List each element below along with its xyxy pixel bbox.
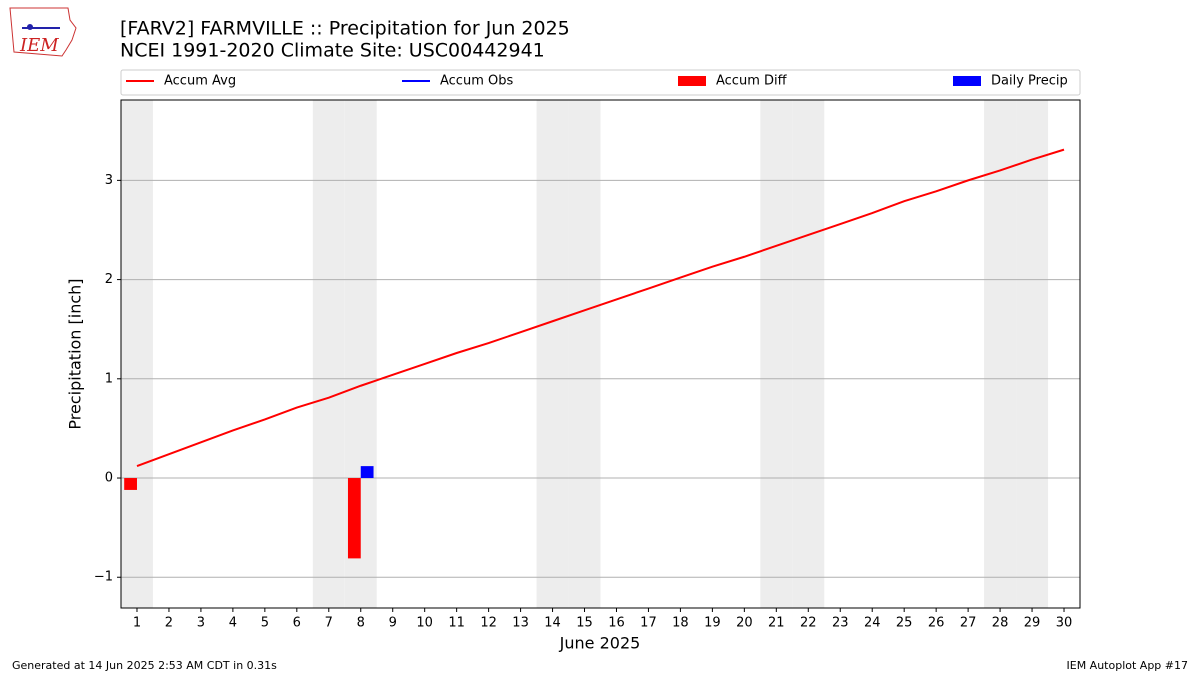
legend-label: Accum Avg [164,74,236,89]
x-tick-label: 3 [197,616,205,631]
legend [120,69,1081,96]
weekend-band [568,100,601,608]
weekend-band [760,100,793,608]
x-tick-label: 26 [928,616,945,631]
x-tick-label: 17 [640,616,657,631]
weekend-band [1016,100,1049,608]
y-tick-label: 3 [105,173,113,188]
x-tick-label: 22 [800,616,817,631]
bar [347,478,361,559]
legend-label: Daily Precip [991,74,1068,89]
x-tick-label: 30 [1056,616,1073,631]
weekend-band [984,100,1017,608]
x-tick-label: 21 [768,616,785,631]
footer-left: Generated at 14 Jun 2025 2:53 AM CDT in … [12,659,277,672]
footer-right: IEM Autoplot App #17 [1067,659,1189,672]
legend-swatch [953,76,981,86]
plot-frame [120,99,1081,609]
legend-label: Accum Obs [440,74,513,89]
y-tick-label: −1 [94,570,113,585]
x-axis-label: June 2025 [559,634,641,653]
x-tick-label: 2 [165,616,173,631]
x-tick-label: 27 [960,616,977,631]
x-tick-label: 8 [357,616,365,631]
x-tick-label: 7 [325,616,333,631]
x-tick-label: 6 [293,616,301,631]
weekend-band [121,100,153,608]
y-tick-label: 2 [105,272,113,287]
x-tick-label: 24 [864,616,881,631]
bar [124,478,137,490]
series-line [136,148,1065,468]
y-tick-label: 1 [105,371,113,386]
x-tick-label: 13 [512,616,529,631]
x-tick-label: 20 [736,616,753,631]
chart-subtitle: NCEI 1991-2020 Climate Site: USC00442941 [120,40,545,62]
bar [360,466,374,479]
y-tick-label: 0 [105,471,113,486]
y-axis-label: Precipitation [inch] [66,278,85,429]
legend-label: Accum Diff [716,74,788,89]
x-tick-label: 4 [229,616,237,631]
legend-swatch [678,76,706,86]
x-tick-label: 19 [704,616,721,631]
weekend-band [312,100,345,608]
x-tick-label: 16 [608,616,625,631]
x-tick-label: 25 [896,616,913,631]
weekend-band [536,100,569,608]
logo: IEM [9,7,77,57]
x-tick-label: 23 [832,616,849,631]
x-tick-label: 12 [480,616,497,631]
x-tick-label: 14 [544,616,561,631]
logo-text: IEM [19,35,59,56]
x-tick-label: 18 [672,616,689,631]
x-tick-label: 11 [448,616,465,631]
x-tick-label: 29 [1024,616,1041,631]
chart-title: [FARV2] FARMVILLE :: Precipitation for J… [120,18,570,40]
x-tick-label: 5 [261,616,269,631]
x-tick-label: 1 [133,616,141,631]
x-tick-label: 10 [416,616,433,631]
x-tick-label: 9 [389,616,397,631]
x-tick-label: 28 [992,616,1009,631]
weekend-band [792,100,825,608]
x-tick-label: 15 [576,616,593,631]
